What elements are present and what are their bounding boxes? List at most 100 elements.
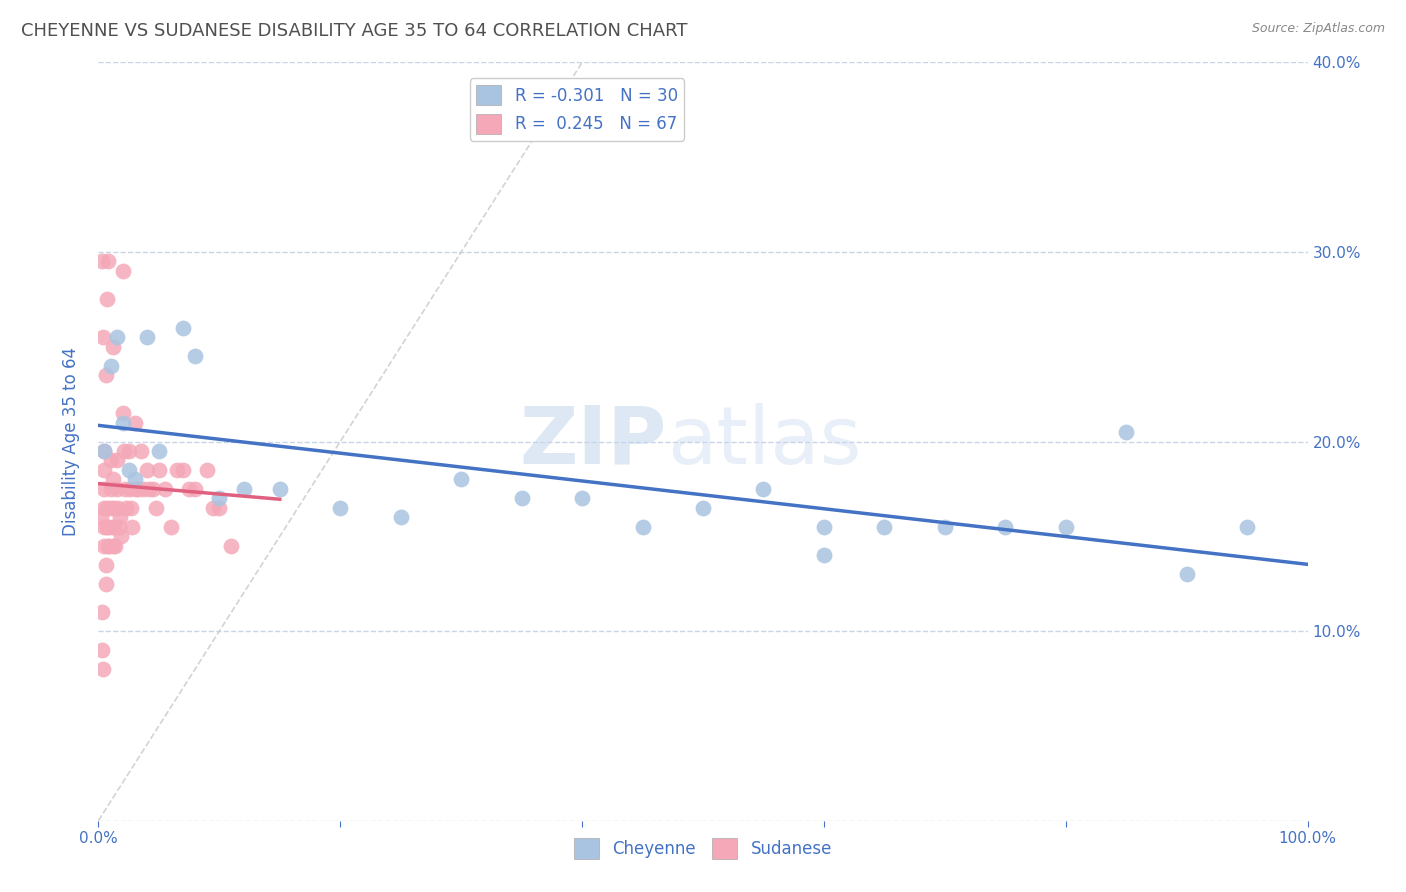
- Point: [96, 293, 118, 307]
- Point: [94, 576, 117, 591]
- Point: [1054, 520, 1077, 534]
- Point: [389, 510, 412, 524]
- Point: [94, 558, 117, 572]
- Point: [142, 482, 165, 496]
- Point: [1236, 520, 1258, 534]
- Point: [329, 500, 352, 515]
- Point: [108, 510, 131, 524]
- Point: [96, 500, 118, 515]
- Point: [110, 529, 132, 543]
- Point: [100, 520, 122, 534]
- Point: [221, 539, 243, 553]
- Point: [269, 482, 291, 496]
- Point: [97, 520, 120, 534]
- Point: [103, 500, 125, 515]
- Point: [450, 473, 472, 487]
- Point: [105, 482, 128, 496]
- Point: [115, 500, 138, 515]
- Point: [100, 453, 122, 467]
- Point: [114, 482, 136, 496]
- Point: [101, 340, 124, 354]
- Point: [111, 416, 134, 430]
- Point: [97, 254, 120, 268]
- Point: [120, 500, 142, 515]
- Point: [631, 520, 654, 534]
- Point: [148, 463, 170, 477]
- Point: [692, 500, 714, 515]
- Point: [172, 320, 194, 334]
- Point: [96, 520, 118, 534]
- Point: [208, 491, 231, 506]
- Point: [571, 491, 593, 506]
- Point: [93, 539, 115, 553]
- Point: [813, 520, 835, 534]
- Point: [94, 368, 117, 383]
- Point: [91, 643, 114, 657]
- Point: [138, 482, 160, 496]
- Point: [153, 482, 176, 496]
- Text: ZIP: ZIP: [519, 402, 666, 481]
- Point: [752, 482, 775, 496]
- Point: [124, 416, 146, 430]
- Point: [91, 254, 114, 268]
- Point: [1175, 567, 1198, 582]
- Point: [107, 500, 129, 515]
- Point: [118, 444, 141, 458]
- Point: [108, 520, 131, 534]
- Text: CHEYENNE VS SUDANESE DISABILITY AGE 35 TO 64 CORRELATION CHART: CHEYENNE VS SUDANESE DISABILITY AGE 35 T…: [21, 22, 688, 40]
- Point: [124, 473, 146, 487]
- Point: [101, 473, 124, 487]
- Point: [103, 520, 125, 534]
- Point: [195, 463, 218, 477]
- Point: [100, 482, 122, 496]
- Point: [121, 520, 143, 534]
- Point: [184, 349, 207, 363]
- Point: [118, 482, 141, 496]
- Point: [145, 500, 167, 515]
- Legend: Cheyenne, Sudanese: Cheyenne, Sudanese: [567, 831, 839, 865]
- Point: [93, 444, 115, 458]
- Point: [100, 359, 122, 373]
- Point: [160, 520, 183, 534]
- Point: [91, 330, 114, 344]
- Y-axis label: Disability Age 35 to 64: Disability Age 35 to 64: [62, 347, 80, 536]
- Point: [127, 482, 149, 496]
- Point: [112, 444, 135, 458]
- Point: [232, 482, 254, 496]
- Point: [1115, 425, 1137, 439]
- Point: [93, 463, 115, 477]
- Point: [97, 539, 120, 553]
- Text: Source: ZipAtlas.com: Source: ZipAtlas.com: [1251, 22, 1385, 36]
- Point: [172, 463, 194, 477]
- Point: [93, 444, 115, 458]
- Text: atlas: atlas: [666, 402, 860, 481]
- Point: [202, 500, 225, 515]
- Point: [813, 548, 835, 563]
- Point: [100, 500, 122, 515]
- Point: [91, 605, 114, 619]
- Point: [105, 330, 128, 344]
- Point: [510, 491, 533, 506]
- Point: [118, 463, 141, 477]
- Point: [148, 444, 170, 458]
- Point: [132, 482, 155, 496]
- Point: [129, 444, 152, 458]
- Point: [111, 406, 134, 420]
- Point: [135, 330, 157, 344]
- Point: [166, 463, 188, 477]
- Point: [184, 482, 207, 496]
- Point: [994, 520, 1017, 534]
- Point: [93, 500, 115, 515]
- Point: [111, 264, 134, 278]
- Point: [98, 539, 121, 553]
- Point: [105, 453, 128, 467]
- Point: [934, 520, 956, 534]
- Point: [91, 662, 114, 676]
- Point: [104, 539, 127, 553]
- Point: [90, 510, 112, 524]
- Point: [93, 520, 115, 534]
- Point: [135, 463, 157, 477]
- Point: [179, 482, 201, 496]
- Point: [208, 500, 231, 515]
- Point: [101, 539, 124, 553]
